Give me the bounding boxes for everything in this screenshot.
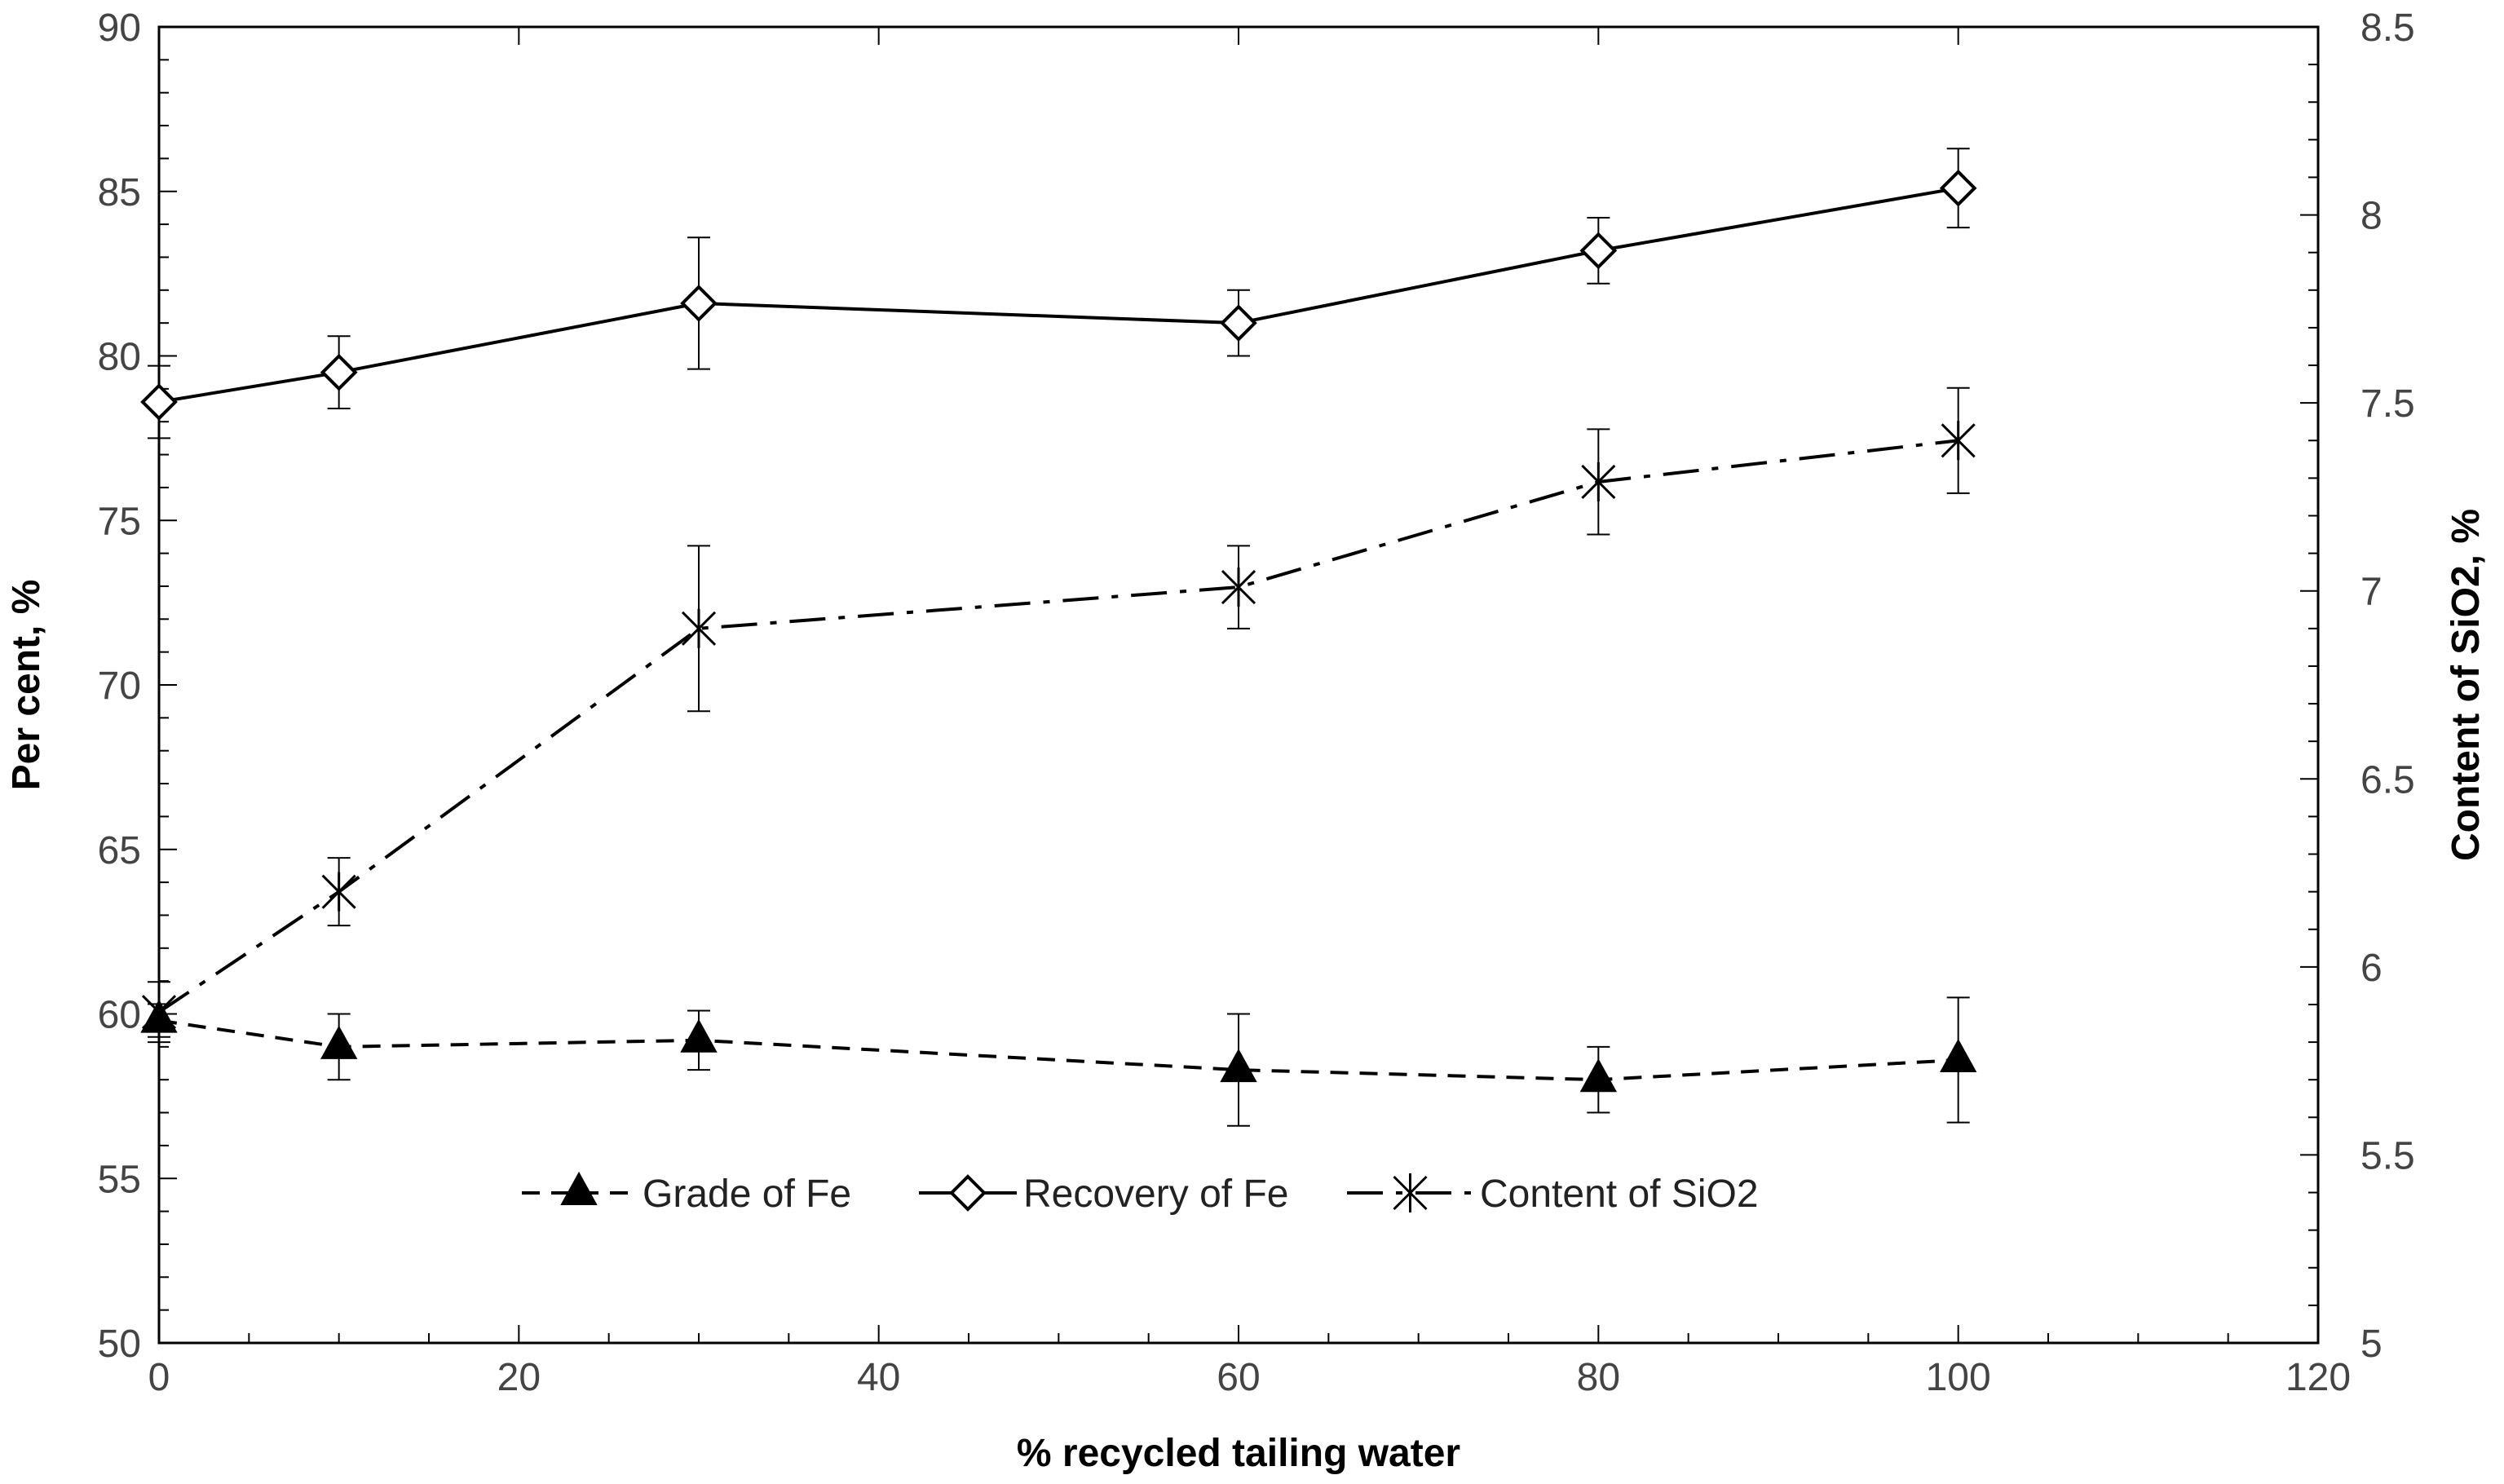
x-tick-label: 60 xyxy=(1217,1356,1260,1399)
series-layer xyxy=(140,148,1977,1127)
y2-tick-label: 6 xyxy=(2360,947,2383,990)
x-tick-label: 120 xyxy=(2285,1356,2351,1399)
x-tick-label: 40 xyxy=(857,1356,900,1399)
data-point xyxy=(321,872,356,912)
legend-marker xyxy=(560,1171,598,1205)
data-point xyxy=(680,1018,718,1053)
y-tick-label: 70 xyxy=(98,665,141,708)
data-point xyxy=(1939,1038,1977,1072)
y2-tick-label: 6.5 xyxy=(2360,758,2415,802)
data-point xyxy=(680,285,718,322)
x-axis-title: % recycled tailing water xyxy=(1017,1432,1460,1475)
data-point xyxy=(140,383,178,421)
x-tick-label: 100 xyxy=(1926,1356,1991,1399)
legend-label: Content of SiO2 xyxy=(1480,1173,1759,1216)
series-content-of-sio2 xyxy=(141,386,1976,1044)
data-point xyxy=(1581,462,1616,501)
y-tick-label: 65 xyxy=(98,829,141,872)
y2-tick-label: 8 xyxy=(2360,195,2383,238)
y2-tick-label: 7.5 xyxy=(2360,382,2415,426)
data-point xyxy=(141,992,177,1032)
x-tick-label: 80 xyxy=(1577,1356,1620,1399)
series-line xyxy=(158,186,1959,404)
x-tick-label: 20 xyxy=(497,1356,541,1399)
data-point xyxy=(1939,169,1977,207)
legend-item-content-of-sio2: Content of SiO2 xyxy=(1347,1173,1759,1216)
series-line xyxy=(158,1018,1959,1082)
data-point xyxy=(1221,568,1256,607)
data-point xyxy=(1579,1058,1618,1093)
data-point xyxy=(681,608,717,648)
legend: Grade of Fe Recovery of Fe Content of SiO2 xyxy=(522,1171,1759,1216)
legend-item-grade-of-fe: Grade of Fe xyxy=(522,1171,851,1216)
y-tick-label: 55 xyxy=(98,1158,141,1201)
y2-tick-label: 8.5 xyxy=(2360,7,2415,50)
data-point xyxy=(1220,304,1257,342)
y-tick-label: 60 xyxy=(98,994,141,1037)
legend-item-recovery-of-fe: Recovery of Fe xyxy=(919,1173,1288,1216)
legend-marker xyxy=(1393,1173,1428,1212)
data-point xyxy=(1941,421,1976,461)
legend-label: Grade of Fe xyxy=(643,1173,851,1216)
y-tick-label: 85 xyxy=(98,171,141,214)
y2-tick-label: 5 xyxy=(2360,1323,2383,1366)
y2-tick-label: 7 xyxy=(2360,571,2383,614)
data-point xyxy=(1220,1049,1257,1083)
y2-tick-label: 5.5 xyxy=(2360,1134,2415,1177)
y-tick-label: 50 xyxy=(98,1323,141,1366)
series-grade-of-fe xyxy=(140,996,1977,1127)
legend-label: Recovery of Fe xyxy=(1023,1173,1288,1216)
y-tick-label: 80 xyxy=(98,336,141,379)
legend-marker xyxy=(949,1174,987,1212)
series-recovery-of-fe xyxy=(140,148,1977,439)
y-tick-label: 90 xyxy=(98,7,141,50)
data-point xyxy=(320,353,358,391)
axes-layer: 0 20 40 60 80 100 120 50 55 60 65 70 75 80 85 90 5 5.5 6 6.… xyxy=(98,7,2415,1399)
x-tick-label: 0 xyxy=(148,1356,170,1399)
plot-area xyxy=(157,25,2320,1345)
y-axis-title: Per cent, % xyxy=(5,580,48,791)
y2-axis-title: Content of SiO2, % xyxy=(2444,509,2488,861)
y-tick-label: 75 xyxy=(98,500,141,543)
data-point xyxy=(320,1025,358,1059)
data-point xyxy=(1579,232,1618,270)
